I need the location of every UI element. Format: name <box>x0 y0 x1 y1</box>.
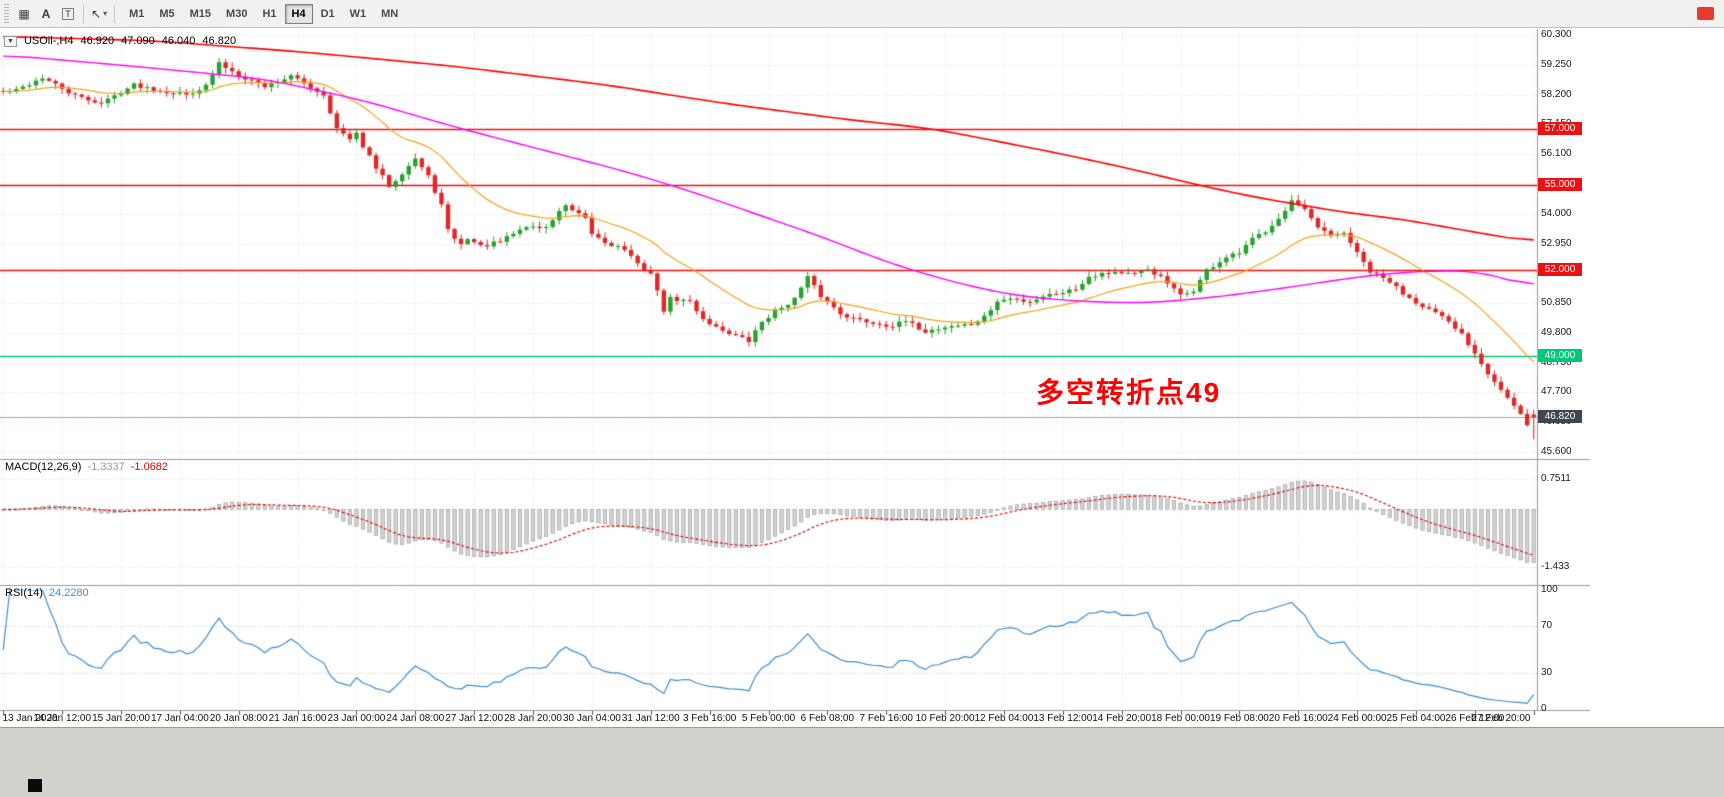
chart-grid-icon: ▦ <box>18 6 30 21</box>
ohlc-close: 46.820 <box>202 35 237 47</box>
cursor-tool-button[interactable]: ↖ ▾ <box>88 3 110 25</box>
tf-button-m5[interactable]: M5 <box>152 4 181 24</box>
time-axis-label: 26 Feb 12:00 <box>1445 713 1505 724</box>
tf-button-m15[interactable]: M15 <box>183 4 218 24</box>
chart-canvas[interactable] <box>0 29 1724 727</box>
time-axis-label: 19 Feb 08:00 <box>1209 713 1269 724</box>
time-axis-label: 18 Feb 00:00 <box>1151 713 1210 724</box>
tf-button-d1[interactable]: D1 <box>314 4 342 24</box>
time-axis-label: 17 Jan 04:00 <box>150 713 209 724</box>
time-axis-label: 27 Feb 20:00 <box>1471 713 1531 724</box>
font-tool-button[interactable]: A <box>35 3 57 25</box>
time-axis-label: 20 Jan 08:00 <box>209 713 268 724</box>
macd-name: MACD(12,26,9) <box>5 461 82 473</box>
text-label-icon: T <box>62 7 74 20</box>
tf-button-h1[interactable]: H1 <box>255 4 283 24</box>
taskbar-black-square <box>28 779 42 792</box>
tf-button-m30[interactable]: M30 <box>219 4 254 24</box>
toolbar-separator <box>114 4 116 23</box>
toolbar-separator <box>83 4 84 23</box>
tf-button-mn[interactable]: MN <box>374 4 405 24</box>
time-axis-label: 5 Feb 00:00 <box>741 713 796 724</box>
tf-button-w1[interactable]: W1 <box>343 4 374 24</box>
chart-window-button[interactable]: ▦ <box>13 3 35 25</box>
toolbar-grip[interactable] <box>4 3 9 24</box>
time-axis-label: 10 Feb 20:00 <box>915 713 975 724</box>
macd-label: MACD(12,26,9) -1.3337 -1.0682 <box>5 461 174 473</box>
timeframe-toolbar: M1 M5 M15 M30 H1 H4 D1 W1 MN <box>122 3 406 24</box>
time-axis[interactable]: 13 Jan 2020 14 Jan 12:00 15 Jan 20:00 17 Ja… <box>0 713 1590 727</box>
time-axis-label: 24 Jan 08:00 <box>386 713 445 724</box>
tf-button-m1[interactable]: M1 <box>122 4 151 24</box>
rsi-value: 24.2280 <box>48 587 89 599</box>
time-axis-label: 13 Feb 12:00 <box>1033 713 1093 724</box>
time-axis-label: 14 Jan 12:00 <box>33 713 92 724</box>
time-axis-label: 14 Feb 20:00 <box>1092 713 1152 724</box>
ohlc-high: 47.090 <box>121 35 155 47</box>
chart-title: ▼ USOil-,H4 46.920 47.090 46.040 46.820 <box>4 35 236 47</box>
macd-main-value: -1.3337 <box>87 461 125 473</box>
time-axis-label: 3 Feb 16:00 <box>682 713 737 724</box>
chevron-down-icon: ▾ <box>103 9 108 18</box>
time-axis-label: 30 Jan 04:00 <box>562 713 621 724</box>
font-A-icon: A <box>41 6 51 21</box>
time-axis-label: 20 Feb 16:00 <box>1268 713 1328 724</box>
time-axis-label: 6 Feb 08:00 <box>800 713 855 724</box>
time-axis-label: 13 Jan 2020 <box>2 713 58 724</box>
time-axis-label: 15 Jan 20:00 <box>92 713 150 724</box>
time-axis-label: 27 Jan 12:00 <box>445 713 504 724</box>
time-axis-label: 28 Jan 20:00 <box>504 713 562 724</box>
text-label-tool-button[interactable]: T <box>57 3 79 25</box>
ohlc-open: 46.920 <box>80 35 115 47</box>
macd-signal-value: -1.0682 <box>130 461 169 473</box>
time-axis-label: 23 Jan 00:00 <box>327 713 386 724</box>
bottom-strip <box>0 727 1724 797</box>
time-axis-label: 21 Jan 16:00 <box>268 713 327 724</box>
top-toolbar: ▦ A T ↖ ▾ M1 M5 M15 M30 H1 H4 D1 W1 MN <box>0 0 1724 28</box>
chart-symbol-timeframe: USOil-,H4 <box>23 35 74 47</box>
time-axis-label: 25 Feb 04:00 <box>1386 713 1446 724</box>
rsi-label: RSI(14) 24.2280 <box>5 587 95 599</box>
ohlc-low: 46.040 <box>161 35 196 47</box>
time-axis-label: 7 Feb 16:00 <box>859 713 913 724</box>
cursor-icon: ↖ <box>91 6 102 21</box>
chart-annotation-text[interactable]: 多空转折点49 <box>1036 377 1222 408</box>
time-axis-label: 24 Feb 00:00 <box>1327 713 1387 724</box>
rsi-name: RSI(14) <box>5 587 43 599</box>
chart-area: ▼ USOil-,H4 46.920 47.090 46.040 46.820 … <box>0 29 1724 727</box>
time-axis-label: 12 Feb 04:00 <box>974 713 1034 724</box>
time-axis-label: 31 Jan 12:00 <box>621 713 680 724</box>
tf-button-h4[interactable]: H4 <box>284 3 313 24</box>
chart-dropdown-icon[interactable]: ▼ <box>4 35 17 47</box>
toolbar-red-icon[interactable] <box>1697 7 1714 20</box>
